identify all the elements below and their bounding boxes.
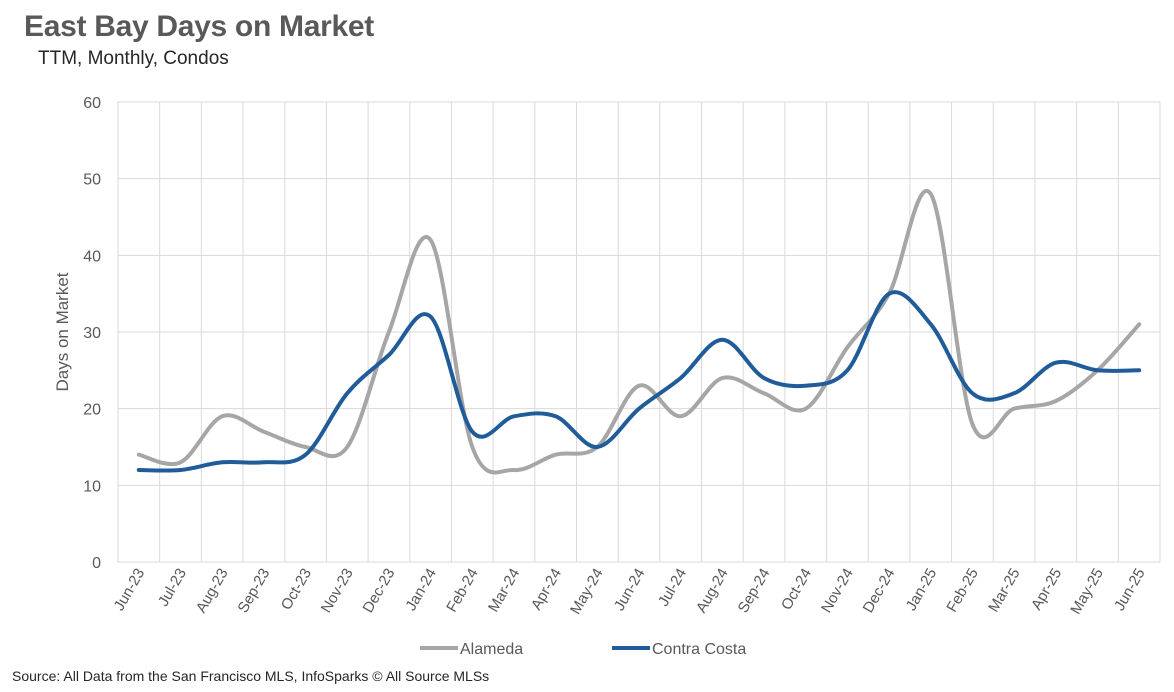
x-tick-label: Aug-24	[693, 566, 732, 616]
data-point	[345, 391, 349, 395]
x-tick-label: Jun-25	[1111, 566, 1149, 614]
x-tick-label: Jan-25	[903, 566, 941, 614]
data-point	[345, 445, 349, 449]
series-line-alameda	[136, 188, 1142, 475]
data-point	[887, 292, 891, 296]
data-point	[845, 345, 849, 349]
data-point	[1012, 391, 1016, 395]
data-point	[512, 414, 516, 418]
data-point	[262, 460, 266, 464]
data-point	[637, 407, 641, 411]
x-tick-label: Feb-24	[443, 566, 481, 616]
data-point	[512, 468, 516, 472]
series-line-contra-costa	[136, 290, 1142, 473]
data-point	[470, 430, 474, 434]
data-point	[929, 322, 933, 326]
x-tick-label: May-24	[567, 566, 607, 618]
x-tick-label: Jan-24	[402, 566, 440, 614]
data-point	[220, 460, 224, 464]
x-tick-label: Sep-24	[735, 566, 774, 616]
data-point	[845, 368, 849, 372]
x-tick-label: Sep-23	[234, 566, 273, 616]
y-tick-label: 0	[92, 555, 101, 572]
x-axis-ticks: Jun-23 Jul-23 Aug-23 Sep-23 Oct-23 Nov-23 Dec-…	[111, 565, 1149, 617]
data-point	[762, 376, 766, 380]
x-tick-label: Jun-23	[111, 566, 149, 614]
x-tick-label: Oct-24	[778, 566, 815, 613]
data-point	[679, 376, 683, 380]
data-point	[220, 414, 224, 418]
chart-title: East Bay Days on Market	[24, 10, 374, 43]
data-point	[429, 315, 433, 319]
y-tick-label: 60	[83, 95, 101, 112]
data-point	[137, 468, 141, 472]
source-note: Source: All Data from the San Francisco …	[12, 668, 490, 684]
legend-label: Alameda	[460, 641, 523, 658]
x-tick-label: Oct-23	[278, 566, 315, 613]
y-tick-label: 40	[83, 248, 101, 265]
data-point	[304, 445, 308, 449]
x-tick-label: Mar-24	[485, 566, 523, 616]
data-point	[179, 468, 183, 472]
x-tick-label: Jul-23	[155, 566, 190, 610]
data-point	[970, 391, 974, 395]
data-point	[929, 192, 933, 196]
x-tick-label: Feb-25	[943, 565, 981, 615]
x-tick-label: Dec-23	[359, 566, 398, 616]
data-point	[554, 414, 558, 418]
x-tick-label: Nov-24	[818, 566, 857, 616]
data-point	[304, 453, 308, 457]
legend: Alameda Contra Costa	[420, 641, 746, 658]
data-point	[720, 376, 724, 380]
y-tick-label: 20	[83, 402, 101, 419]
data-point	[1012, 407, 1016, 411]
series-lines	[136, 188, 1142, 475]
x-tick-label: May-25	[1067, 566, 1107, 618]
x-tick-label: Aug-23	[193, 566, 232, 616]
y-tick-label: 10	[83, 478, 101, 495]
y-axis-label: Days on Market	[53, 272, 72, 391]
x-tick-label: Nov-23	[318, 566, 357, 616]
x-tick-label: Dec-24	[860, 566, 899, 616]
data-point	[804, 384, 808, 388]
data-point	[637, 384, 641, 388]
data-point	[679, 414, 683, 418]
gridlines	[117, 101, 1161, 563]
data-point	[262, 430, 266, 434]
data-point	[720, 338, 724, 342]
x-tick-label: Jul-24	[655, 566, 690, 610]
data-point	[1095, 368, 1099, 372]
data-point	[387, 353, 391, 357]
chart-subtitle: TTM, Monthly, Condos	[38, 48, 229, 69]
data-point	[1137, 322, 1141, 326]
data-point	[1054, 361, 1058, 365]
y-tick-label: 50	[83, 172, 101, 189]
data-point	[470, 445, 474, 449]
data-point	[554, 453, 558, 457]
x-tick-label: Mar-25	[985, 566, 1023, 616]
y-tick-label: 30	[83, 325, 101, 342]
data-point	[387, 330, 391, 334]
x-tick-label: Jun-24	[611, 566, 649, 614]
data-point	[1137, 368, 1141, 372]
x-tick-label: Apr-24	[528, 566, 565, 613]
data-point	[137, 453, 141, 457]
x-tick-label: Apr-25	[1028, 566, 1065, 613]
data-point	[595, 445, 599, 449]
legend-label: Contra Costa	[652, 641, 746, 658]
data-point	[179, 460, 183, 464]
data-point	[970, 422, 974, 426]
data-point	[804, 407, 808, 411]
data-point	[1054, 399, 1058, 403]
data-point	[762, 391, 766, 395]
data-point	[429, 238, 433, 242]
y-axis-ticks: 0 10 20 30 40 50 60	[83, 95, 101, 572]
